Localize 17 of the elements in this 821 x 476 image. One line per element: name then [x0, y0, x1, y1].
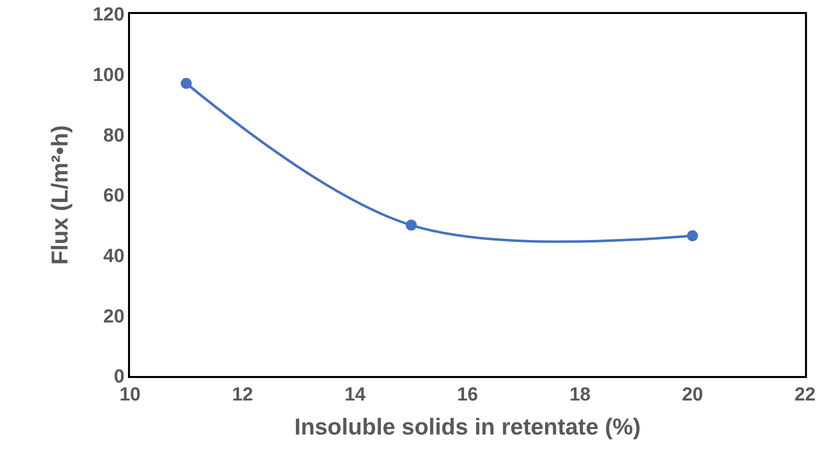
y-tick-label: 20 [103, 306, 124, 328]
x-tick-label: 20 [682, 384, 704, 406]
y-tick-label: 40 [103, 246, 124, 267]
x-tick-label: 14 [344, 384, 366, 406]
y-tick-label: 60 [103, 186, 124, 207]
point [180, 78, 192, 89]
x-tick-label: 12 [232, 384, 254, 406]
y-tick-label: 100 [92, 64, 124, 86]
y-tick-label: 120 [92, 4, 124, 26]
x-axis-title: Insoluble solids in retentate (%) [294, 414, 641, 440]
x-tick-label: 22 [794, 384, 816, 406]
point [687, 230, 698, 242]
x-tick-label: 16 [456, 384, 478, 406]
point [406, 220, 417, 231]
y-tick-label: 80 [103, 125, 124, 146]
y-axis-title: Flux (L/m²•h) [46, 125, 73, 265]
x-tick-label: 18 [569, 384, 591, 406]
